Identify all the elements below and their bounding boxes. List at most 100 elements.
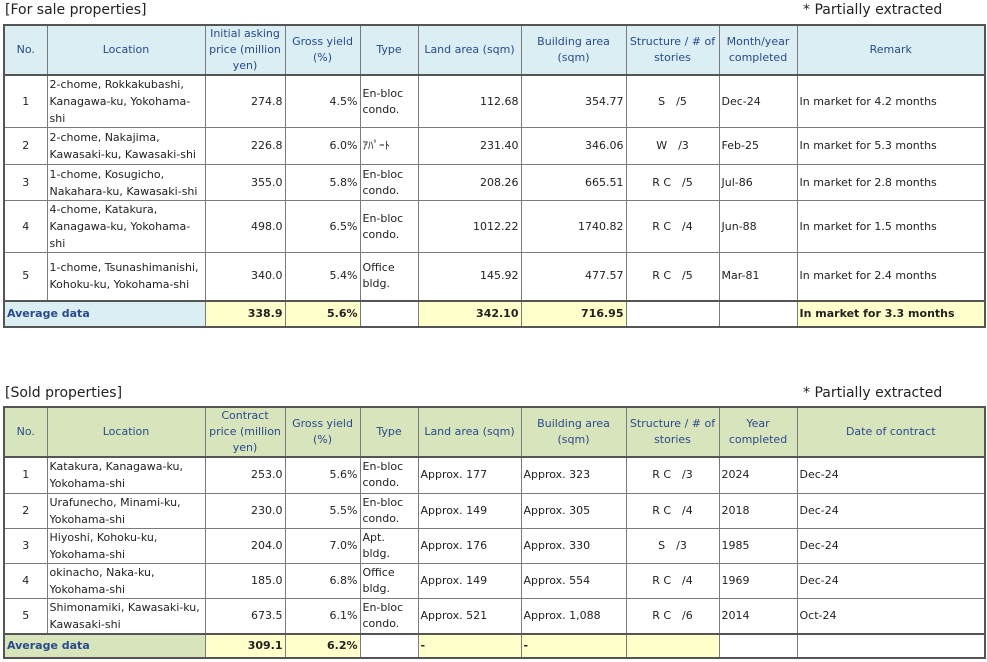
cell-yield: 5.8% bbox=[284, 164, 361, 201]
cell-completed: 2024 bbox=[718, 456, 798, 494]
cell-no: 1 bbox=[3, 456, 48, 494]
average-remark: In market for 3.3 months bbox=[796, 300, 986, 327]
cell-completed: Dec-24 bbox=[718, 74, 798, 128]
cell-land: 145.92 bbox=[417, 252, 522, 301]
cell-remark: In market for 2.8 months bbox=[796, 164, 986, 201]
cell-remark: In market for 2.4 months bbox=[796, 252, 986, 301]
sale-average-row: Average data 338.9 5.6% 342.10 716.95 In… bbox=[3, 300, 986, 327]
cell-price: 230.0 bbox=[204, 492, 286, 529]
cell-no: 2 bbox=[3, 127, 48, 165]
cell-structure: R C /4 bbox=[625, 200, 720, 253]
average-structure bbox=[625, 633, 720, 658]
cell-land: Approx. 177 bbox=[417, 456, 522, 494]
header-location: Location bbox=[46, 406, 206, 458]
header-yield: Gross yield (%) bbox=[284, 406, 361, 458]
cell-building: Approx. 554 bbox=[520, 562, 627, 599]
cell-building: Approx. 305 bbox=[520, 492, 627, 529]
table-row: 1 Katakura, Kanagawa-ku, Yokohama-shi 25… bbox=[3, 456, 986, 494]
table-row: 4 4-chome, Katakura, Kanagawa-ku, Yokoha… bbox=[3, 200, 986, 253]
table-row: 5 Shimonamiki, Kawasaki-ku, Kawasaki-shi… bbox=[3, 597, 986, 634]
cell-price: 274.8 bbox=[204, 74, 286, 128]
header-structure: Structure / # of stories bbox=[625, 406, 720, 458]
cell-remark: In market for 5.3 months bbox=[796, 127, 986, 165]
cell-land: Approx. 176 bbox=[417, 527, 522, 564]
cell-location: 1-chome, Kosugicho, Nakahara-ku, Kawasak… bbox=[46, 164, 206, 201]
cell-type: Apt. bldg. bbox=[359, 527, 419, 564]
cell-completed: Feb-25 bbox=[718, 127, 798, 165]
cell-structure: R C /3 bbox=[625, 456, 720, 494]
sold-partial-note: * Partially extracted bbox=[803, 385, 943, 401]
header-land: Land area (sqm) bbox=[417, 24, 522, 76]
cell-no: 3 bbox=[3, 164, 48, 201]
header-location: Location bbox=[46, 24, 206, 76]
header-no: No. bbox=[3, 406, 48, 458]
cell-location: 1-chome, Tsunashimanishi, Kohoku-ku, Yok… bbox=[46, 252, 206, 301]
cell-location: Hiyoshi, Kohoku-ku, Yokohama-shi bbox=[46, 527, 206, 564]
cell-structure: W /3 bbox=[625, 127, 720, 165]
header-remark: Remark bbox=[796, 24, 986, 76]
cell-no: 5 bbox=[3, 597, 48, 634]
table-row: 2 2-chome, Nakajima, Kawasaki-ku, Kawasa… bbox=[3, 127, 986, 165]
header-completed: Year completed bbox=[718, 406, 798, 458]
cell-building: 665.51 bbox=[520, 164, 627, 201]
cell-location: Shimonamiki, Kawasaki-ku, Kawasaki-shi bbox=[46, 597, 206, 634]
cell-location: 2-chome, Rokkakubashi, Kanagawa-ku, Yoko… bbox=[46, 74, 206, 128]
cell-building: 1740.82 bbox=[520, 200, 627, 253]
sale-partial-note: * Partially extracted bbox=[803, 2, 943, 18]
cell-land: 231.40 bbox=[417, 127, 522, 165]
sold-section-title: [Sold properties] bbox=[5, 385, 123, 401]
cell-completed: 1969 bbox=[718, 562, 798, 599]
header-structure: Structure / # of stories bbox=[625, 24, 720, 76]
cell-yield: 5.6% bbox=[284, 456, 361, 494]
cell-type: En-bloc condo. bbox=[359, 200, 419, 253]
header-yield: Gross yield (%) bbox=[284, 24, 361, 76]
cell-yield: 6.0% bbox=[284, 127, 361, 165]
header-building: Building area (sqm) bbox=[520, 24, 627, 76]
cell-price: 498.0 bbox=[204, 200, 286, 253]
cell-no: 4 bbox=[3, 562, 48, 599]
cell-remark: In market for 4.2 months bbox=[796, 74, 986, 128]
sold-header-row: No. Location Contract price (million yen… bbox=[3, 406, 986, 458]
cell-yield: 6.5% bbox=[284, 200, 361, 253]
cell-no: 2 bbox=[3, 492, 48, 529]
cell-structure: R C /4 bbox=[625, 562, 720, 599]
cell-type: En-bloc condo. bbox=[359, 456, 419, 494]
average-building: 716.95 bbox=[520, 300, 627, 327]
cell-price: 673.5 bbox=[204, 597, 286, 634]
cell-contract-date: Dec-24 bbox=[796, 492, 986, 529]
sold-average-row: Average data 309.1 6.2% - - bbox=[3, 633, 986, 658]
average-price: 309.1 bbox=[204, 633, 286, 658]
cell-building: 354.77 bbox=[520, 74, 627, 128]
cell-completed: Mar-81 bbox=[718, 252, 798, 301]
sale-header-row: No. Location Initial asking price (milli… bbox=[3, 24, 986, 76]
cell-price: 185.0 bbox=[204, 562, 286, 599]
cell-yield: 7.0% bbox=[284, 527, 361, 564]
table-row: 2 Urafunecho, Minami-ku, Yokohama-shi 23… bbox=[3, 492, 986, 529]
cell-no: 3 bbox=[3, 527, 48, 564]
cell-location: Urafunecho, Minami-ku, Yokohama-shi bbox=[46, 492, 206, 529]
cell-structure: R C /6 bbox=[625, 597, 720, 634]
cell-structure: R C /4 bbox=[625, 492, 720, 529]
header-type: Type bbox=[359, 406, 419, 458]
cell-building: Approx. 330 bbox=[520, 527, 627, 564]
cell-completed: 2014 bbox=[718, 597, 798, 634]
header-completed: Month/year completed bbox=[718, 24, 798, 76]
cell-completed: Jul-86 bbox=[718, 164, 798, 201]
cell-structure: R C /5 bbox=[625, 252, 720, 301]
average-building: - bbox=[520, 633, 627, 658]
cell-completed: Jun-88 bbox=[718, 200, 798, 253]
for-sale-table: No. Location Initial asking price (milli… bbox=[3, 24, 986, 328]
cell-type: Office bldg. bbox=[359, 252, 419, 301]
cell-land: 1012.22 bbox=[417, 200, 522, 253]
cell-location: Katakura, Kanagawa-ku, Yokohama-shi bbox=[46, 456, 206, 494]
header-land: Land area (sqm) bbox=[417, 406, 522, 458]
cell-type: ｱﾊﾟｰﾄ bbox=[359, 127, 419, 165]
average-yield: 5.6% bbox=[284, 300, 361, 327]
table-row: 5 1-chome, Tsunashimanishi, Kohoku-ku, Y… bbox=[3, 252, 986, 301]
cell-structure: R C /5 bbox=[625, 164, 720, 201]
cell-no: 1 bbox=[3, 74, 48, 128]
table-row: 3 Hiyoshi, Kohoku-ku, Yokohama-shi 204.0… bbox=[3, 527, 986, 564]
average-type bbox=[359, 633, 419, 658]
sale-section-title: [For sale properties] bbox=[5, 2, 147, 18]
cell-price: 204.0 bbox=[204, 527, 286, 564]
